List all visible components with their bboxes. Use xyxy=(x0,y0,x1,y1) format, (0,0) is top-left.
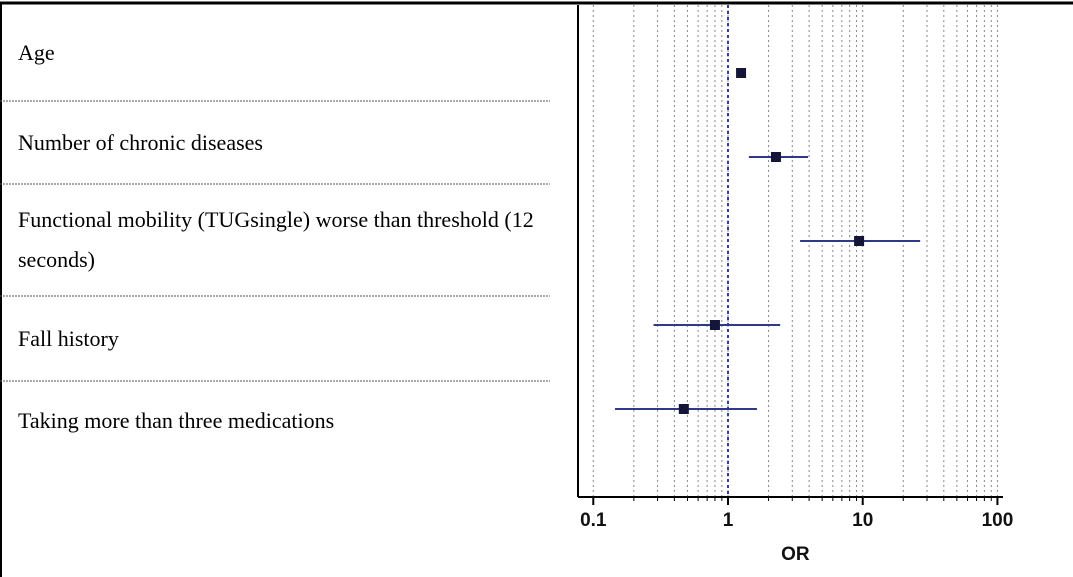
row-label: Fall history xyxy=(18,325,119,351)
x-tick-label: 10 xyxy=(852,510,873,531)
point-estimate xyxy=(709,320,720,330)
point-estimate xyxy=(678,404,689,414)
row-label: Taking more than three medications xyxy=(18,407,335,433)
row-label: Number of chronic diseases xyxy=(18,129,263,155)
x-axis-label: OR xyxy=(781,544,810,565)
x-tick-label: 100 xyxy=(982,510,1014,531)
point-estimate xyxy=(854,236,865,246)
row-label: Age xyxy=(18,40,55,65)
x-tick-label: 1 xyxy=(723,510,734,531)
point-estimate xyxy=(736,68,747,78)
row-label: Functional mobility (TUGsingle) worse th… xyxy=(18,207,534,272)
x-tick-label: 0.1 xyxy=(580,510,607,531)
point-estimate xyxy=(770,152,781,162)
